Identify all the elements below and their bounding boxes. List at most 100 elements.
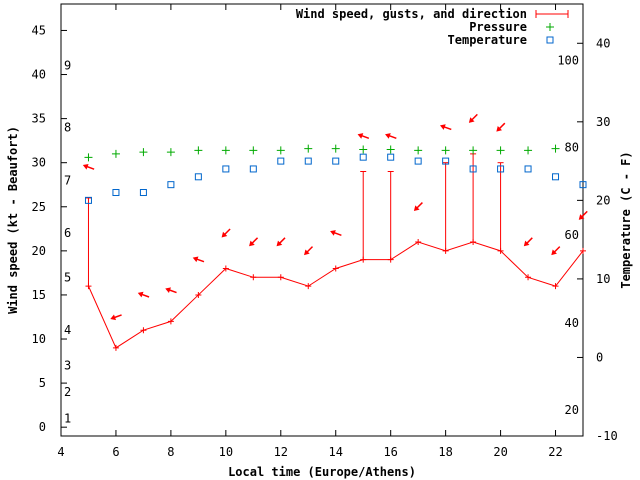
wind-speed-point xyxy=(167,318,174,325)
pressure-point xyxy=(276,146,285,155)
y-tick-label: 10 xyxy=(32,332,46,346)
wind-direction-arrow xyxy=(330,230,342,236)
wind-speed-point xyxy=(140,327,147,334)
wind-direction-arrow xyxy=(110,314,122,321)
y-tick-label: 25 xyxy=(32,200,46,214)
beaufort-tick-label: 4 xyxy=(64,323,71,337)
y2-tick-label: 20 xyxy=(596,193,610,207)
legend-label-temperature: Temperature xyxy=(448,33,527,47)
pressure-point xyxy=(551,144,560,153)
temperature-point xyxy=(359,153,367,161)
legend-label-wind: Wind speed, gusts, and direction xyxy=(296,7,527,21)
pressure-point xyxy=(139,148,148,157)
y-tick-label: 45 xyxy=(32,23,46,37)
temperature-point xyxy=(222,165,230,173)
y-tick-label: 0 xyxy=(39,420,46,434)
pressure-point xyxy=(496,146,505,155)
wind-direction-arrow xyxy=(82,163,95,170)
y-axis-label: Wind speed (kt - Beaufort) xyxy=(6,126,20,314)
temperature-point xyxy=(442,157,450,165)
wind-direction-arrow xyxy=(496,122,506,132)
y-tick-label: 5 xyxy=(39,376,46,390)
wind-direction-arrow xyxy=(304,246,314,256)
pressure-point xyxy=(469,146,478,155)
y-tick-label: 35 xyxy=(32,112,46,126)
beaufort-tick-label: 6 xyxy=(64,226,71,240)
temperature-point xyxy=(139,189,147,197)
wind-direction-arrow-head xyxy=(110,314,117,321)
wind-direction-arrow-head xyxy=(137,291,144,298)
pressure-point xyxy=(249,146,258,155)
temperature-point xyxy=(524,165,532,173)
wind-direction-arrow-head xyxy=(304,249,310,256)
wind-speed-point xyxy=(195,291,202,298)
legend-key-temperature xyxy=(546,36,554,44)
temperature-point xyxy=(304,157,312,165)
pressure-point xyxy=(386,145,395,154)
wind-speed-point xyxy=(497,247,504,254)
wind-speed-point xyxy=(112,344,119,351)
wind-speed-point xyxy=(415,239,422,246)
temperature-point xyxy=(332,157,340,165)
wind-direction-arrow xyxy=(578,210,588,220)
pressure-point xyxy=(221,146,230,155)
beaufort-tick-label: 3 xyxy=(64,358,71,372)
y-tick-label: 15 xyxy=(32,288,46,302)
wind-direction-arrow xyxy=(413,202,423,212)
wind-direction-arrow xyxy=(551,246,561,256)
wind-speed-point xyxy=(387,256,394,263)
legend: Wind speed, gusts, and direction Pressur… xyxy=(296,7,569,47)
fahrenheit-tick-label: 20 xyxy=(565,403,579,417)
wind-speed-line xyxy=(88,241,584,349)
legend-key-pressure xyxy=(546,23,554,31)
pressure-point xyxy=(359,145,368,154)
beaufort-tick-label: 8 xyxy=(64,120,71,134)
pressure-point xyxy=(441,146,450,155)
wind-direction-arrow xyxy=(439,124,452,131)
temperature-point xyxy=(84,196,92,204)
x-tick-label: 16 xyxy=(383,445,397,459)
y2-axis-label: Temperature (C - F) xyxy=(619,151,633,288)
wind-speed-point xyxy=(360,256,367,263)
wind-direction-arrow xyxy=(385,133,397,140)
wind-direction-arrow xyxy=(165,287,177,294)
x-axis-label: Local time (Europe/Athens) xyxy=(228,465,416,479)
wind-speed-point xyxy=(470,239,477,246)
temperature-point xyxy=(167,181,175,189)
wind-direction-arrow-head xyxy=(551,249,557,256)
wind-direction-arrow xyxy=(192,256,205,263)
wind-direction-arrow-head xyxy=(468,117,475,123)
wind-speed-point xyxy=(580,247,586,254)
wind-speed-point xyxy=(305,283,312,290)
x-tick-label: 12 xyxy=(274,445,288,459)
beaufort-tick-label: 9 xyxy=(64,59,71,73)
wind-direction-arrow-head xyxy=(413,205,420,212)
pressure-point xyxy=(84,153,93,162)
wind-speed-point xyxy=(222,265,229,272)
wind-direction-arrow-head xyxy=(385,133,391,139)
pressure-point xyxy=(524,146,533,155)
wind-direction-arrow xyxy=(221,228,231,238)
wind-direction-arrow-head xyxy=(330,230,336,236)
fahrenheit-tick-label: 60 xyxy=(565,228,579,242)
wind-direction-arrow-head xyxy=(276,240,283,247)
pressure-point xyxy=(331,144,340,153)
x-tick-label: 18 xyxy=(438,445,452,459)
wind-direction-arrow xyxy=(249,237,259,247)
y-tick-label: 20 xyxy=(32,244,46,258)
fahrenheit-tick-label: 80 xyxy=(565,141,579,155)
y2-tick-label: 10 xyxy=(596,272,610,286)
wind-direction-arrow-head xyxy=(82,163,89,170)
legend-label-pressure: Pressure xyxy=(469,20,527,34)
temperature-point xyxy=(552,173,560,181)
wind-direction-arrow xyxy=(276,237,286,247)
temperature-point xyxy=(387,153,395,161)
wind-direction-arrow xyxy=(137,291,150,298)
wind-direction-arrow-head xyxy=(496,126,502,132)
wind-direction-arrow xyxy=(523,237,533,247)
wind-direction-arrow-head xyxy=(165,287,171,294)
y2-tick-label: 40 xyxy=(596,36,610,50)
wind-direction-arrow-head xyxy=(221,231,228,238)
fahrenheit-tick-label: 100 xyxy=(557,54,579,68)
temperature-point xyxy=(469,165,477,173)
